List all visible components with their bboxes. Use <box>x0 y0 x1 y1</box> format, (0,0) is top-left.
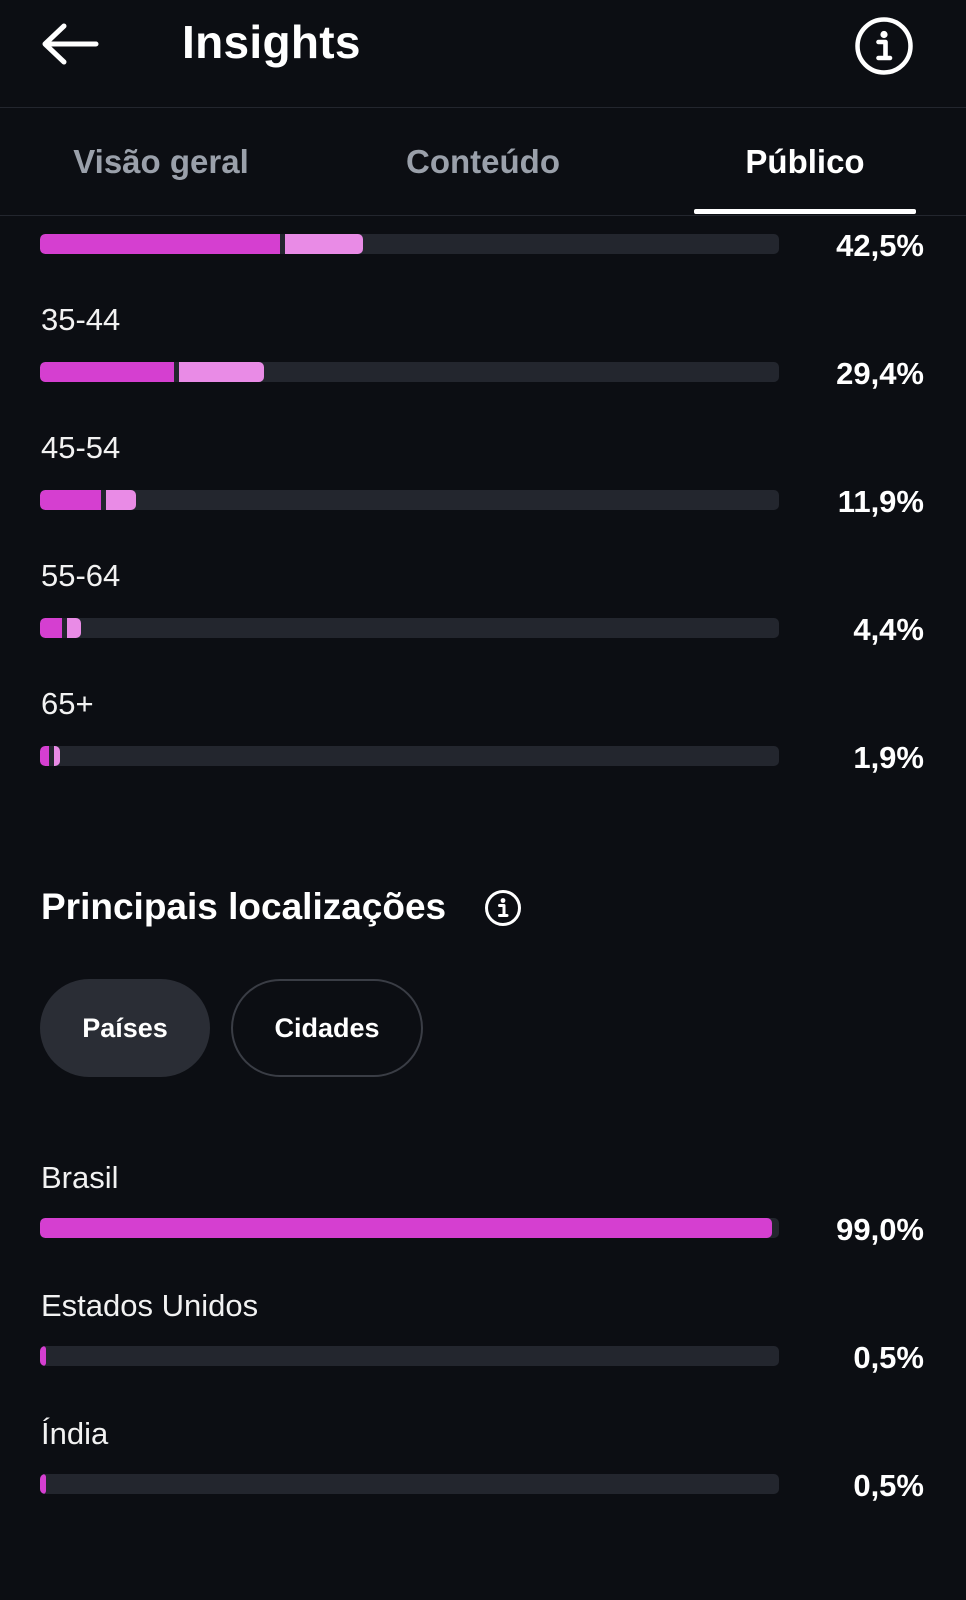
location-bar-track <box>40 1218 779 1238</box>
location-label: Índia <box>41 1416 109 1451</box>
active-tab-indicator <box>694 209 916 214</box>
age-label: 55-64 <box>41 558 121 593</box>
age-percent: 29,4% <box>836 356 924 391</box>
tab-overview[interactable]: Visão geral <box>73 142 249 180</box>
location-bar-track <box>40 1346 779 1366</box>
age-bar-track <box>40 618 779 638</box>
age-bar-primary <box>40 490 101 510</box>
arrow-left-icon <box>42 23 99 65</box>
age-label: 35-44 <box>41 302 121 337</box>
location-percent: 99,0% <box>836 1212 924 1247</box>
age-bar-secondary <box>285 234 363 254</box>
back-button[interactable] <box>38 16 102 72</box>
age-bar-track <box>40 362 779 382</box>
location-percent: 0,5% <box>853 1340 924 1375</box>
location-label: Brasil <box>41 1160 119 1195</box>
age-bar-track <box>40 234 779 254</box>
location-bar-track <box>40 1474 779 1494</box>
age-bar-primary <box>40 746 49 766</box>
age-bar-secondary <box>179 362 264 382</box>
age-label: 65+ <box>41 686 94 721</box>
filter-cities-chip[interactable]: Cidades <box>231 979 423 1077</box>
age-bar-primary <box>40 618 62 638</box>
location-label: Estados Unidos <box>41 1288 259 1323</box>
info-circle-icon <box>855 17 913 75</box>
age-percent: 11,9% <box>837 484 924 519</box>
location-percent: 0,5% <box>853 1468 924 1503</box>
top-app-bar: Insights <box>0 0 966 108</box>
info-circle-icon <box>485 890 521 926</box>
age-bar-secondary <box>106 490 136 510</box>
location-bar-fill <box>40 1474 46 1494</box>
tab-audience[interactable]: Público <box>745 142 865 180</box>
age-bar-primary <box>40 234 280 254</box>
age-label: 45-54 <box>41 430 121 465</box>
age-percent: 42,5% <box>836 228 924 263</box>
age-percent: 4,4% <box>853 612 924 647</box>
location-bar-fill <box>40 1346 46 1366</box>
age-percent: 1,9% <box>853 740 924 775</box>
top-locations-info-button[interactable] <box>484 889 522 927</box>
page-title: Insights <box>182 16 361 68</box>
filter-countries-chip[interactable]: Países <box>40 979 210 1077</box>
insights-tabs: Visão geral Conteúdo Público <box>0 108 966 216</box>
location-bar-fill <box>40 1218 772 1238</box>
age-bar-secondary <box>54 746 60 766</box>
info-button[interactable] <box>852 14 916 78</box>
age-bar-secondary <box>67 618 81 638</box>
age-bar-track <box>40 746 779 766</box>
top-locations-title: Principais localizações <box>41 886 447 927</box>
age-bar-primary <box>40 362 174 382</box>
age-bar-track <box>40 490 779 510</box>
tab-content[interactable]: Conteúdo <box>406 142 560 180</box>
